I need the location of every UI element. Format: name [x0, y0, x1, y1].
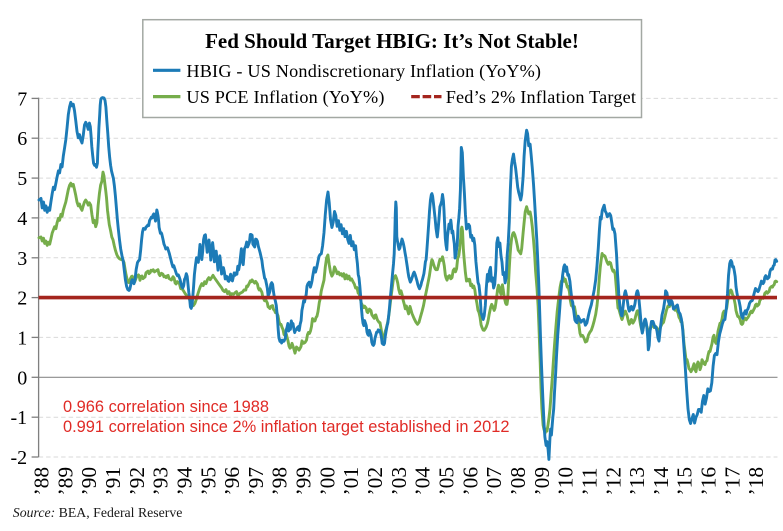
svg-text:’05: ’05 — [435, 467, 459, 496]
svg-text:2: 2 — [17, 288, 27, 310]
svg-text:’04: ’04 — [411, 467, 435, 496]
svg-text:’99: ’99 — [292, 467, 316, 496]
svg-text:1: 1 — [17, 327, 27, 349]
svg-text:0.966 correlation since 1988: 0.966 correlation since 1988 — [63, 398, 269, 416]
svg-text:’92: ’92 — [125, 467, 149, 496]
svg-text:’16: ’16 — [697, 467, 721, 496]
svg-text:0.991 correlation since 2% inf: 0.991 correlation since 2% inflation tar… — [63, 418, 509, 436]
svg-text:3: 3 — [17, 248, 27, 270]
svg-text:’96: ’96 — [220, 467, 244, 496]
svg-text:’09: ’09 — [530, 467, 554, 496]
svg-text:7: 7 — [17, 88, 27, 110]
svg-text:’11: ’11 — [577, 468, 601, 496]
svg-text:’17: ’17 — [720, 467, 744, 496]
svg-text:’93: ’93 — [149, 467, 173, 496]
svg-text:’10: ’10 — [554, 467, 578, 496]
svg-text:’98: ’98 — [268, 467, 292, 496]
svg-text:’90: ’90 — [77, 467, 101, 496]
svg-text:’02: ’02 — [363, 467, 387, 496]
svg-text:’94: ’94 — [172, 467, 196, 496]
svg-text:’00: ’00 — [315, 467, 339, 496]
svg-text:’07: ’07 — [482, 467, 506, 496]
svg-text:’01: ’01 — [339, 467, 363, 496]
svg-text:-2: -2 — [11, 447, 28, 469]
svg-text:0: 0 — [17, 367, 27, 389]
svg-text:’15: ’15 — [673, 467, 697, 496]
svg-text:Fed’s 2% Inflation Target: Fed’s 2% Inflation Target — [446, 87, 636, 107]
svg-text:4: 4 — [17, 208, 27, 230]
svg-text:US PCE Inflation (YoY%): US PCE Inflation (YoY%) — [186, 87, 384, 108]
svg-text:6: 6 — [17, 128, 27, 150]
svg-text:’89: ’89 — [53, 467, 77, 496]
svg-text:-1: -1 — [11, 407, 28, 429]
svg-text:HBIG - US Nondiscretionary Inf: HBIG - US Nondiscretionary Inflation (Yo… — [186, 61, 541, 82]
svg-text:’03: ’03 — [387, 467, 411, 496]
svg-text:Source: BEA, Federal Reserve: Source: BEA, Federal Reserve — [13, 505, 183, 520]
svg-text:Fed Should Target HBIG: It’s N: Fed Should Target HBIG: It’s Not Stable! — [205, 29, 579, 53]
svg-text:’88: ’88 — [30, 467, 54, 496]
svg-text:’14: ’14 — [649, 467, 673, 496]
svg-text:’18: ’18 — [744, 467, 768, 496]
svg-text:’95: ’95 — [196, 467, 220, 496]
svg-text:’13: ’13 — [625, 467, 649, 496]
svg-text:’06: ’06 — [458, 467, 482, 496]
svg-text:’12: ’12 — [601, 467, 625, 496]
svg-text:5: 5 — [17, 168, 27, 190]
svg-text:’91: ’91 — [101, 467, 125, 496]
svg-text:’97: ’97 — [244, 467, 268, 496]
svg-text:’08: ’08 — [506, 467, 530, 496]
